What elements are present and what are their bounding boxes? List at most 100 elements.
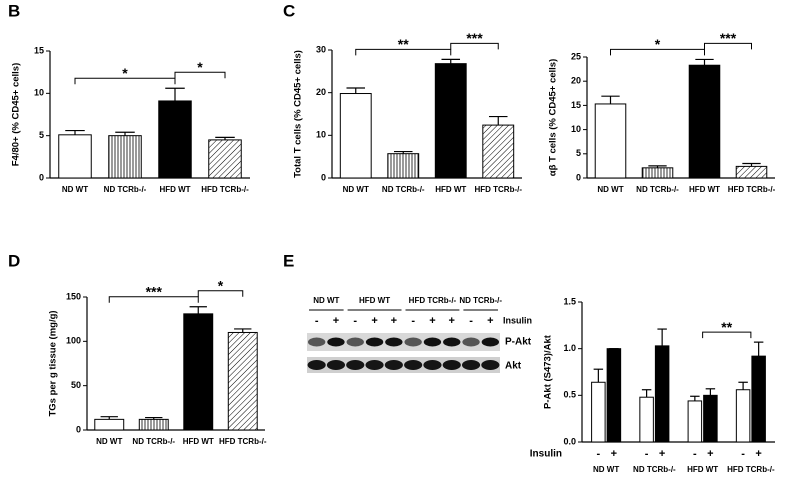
- p-akt-band: [481, 337, 500, 347]
- akt-band: [404, 360, 423, 370]
- p-akt-band: [307, 337, 326, 347]
- p-akt-band: [404, 337, 422, 347]
- bar: [735, 165, 768, 179]
- significance-bracket: [702, 331, 752, 339]
- lane-sign: +: [371, 315, 377, 327]
- akt-band: [346, 360, 365, 370]
- significance-label: *: [122, 65, 128, 81]
- significance-label: *: [218, 277, 224, 293]
- lane-sign: +: [429, 315, 435, 327]
- lane-sign: -: [411, 315, 415, 327]
- bar: [639, 396, 654, 443]
- x-tick-label: HFD WT: [689, 185, 720, 194]
- series-label: -: [645, 448, 649, 460]
- bar: [594, 103, 627, 179]
- x-tick-label: ND TCRb-/-: [382, 185, 425, 194]
- akt-band: [365, 360, 384, 370]
- x-tick-label: ND WT: [593, 465, 619, 474]
- x-tick-label: ND WT: [597, 185, 623, 194]
- y-axis-label: TGs per g tissue (mg/g): [48, 310, 59, 416]
- blot-group-label: ND TCRb-/-: [459, 296, 502, 305]
- significance-label: ***: [720, 30, 737, 46]
- lane-sign: +: [487, 315, 493, 327]
- series-label: +: [659, 448, 665, 460]
- y-tick-label: 15: [571, 100, 581, 110]
- y-tick-label: 10: [34, 88, 44, 98]
- x-tick-label: ND WT: [96, 437, 122, 446]
- x-tick-label: ND WT: [62, 185, 88, 194]
- lane-sign: +: [449, 315, 455, 327]
- significance-bracket: [174, 71, 226, 79]
- significance-label: ***: [146, 283, 163, 299]
- akt-band: [384, 360, 403, 370]
- bar: [94, 418, 125, 431]
- y-tick-label: 0: [76, 424, 81, 434]
- series-label: +: [707, 448, 713, 460]
- bar: [687, 400, 703, 443]
- panel-label: D: [8, 251, 20, 270]
- p-akt-band: [462, 337, 480, 347]
- y-tick-label: 30: [316, 44, 326, 54]
- bar: [641, 167, 674, 179]
- bar: [183, 313, 214, 431]
- lane-sign: -: [353, 315, 357, 327]
- significance-label: **: [398, 36, 409, 52]
- y-axis-label: Total T cells (% CD45+ cells): [293, 50, 304, 178]
- series-label: -: [597, 448, 601, 460]
- y-tick-label: 15: [34, 45, 44, 55]
- series-label: +: [755, 448, 761, 460]
- significance-label: **: [721, 319, 732, 335]
- panel-label: E: [283, 251, 294, 270]
- y-tick-label: 20: [571, 76, 581, 86]
- y-tick-label: 50: [71, 380, 81, 390]
- y-tick-label: 0.0: [563, 436, 576, 446]
- significance-label: *: [655, 36, 661, 52]
- y-tick-label: 1.0: [563, 343, 576, 353]
- bar: [434, 63, 467, 179]
- bar: [138, 418, 169, 431]
- significance-bracket: [610, 48, 705, 56]
- x-tick-label: HFD WT: [687, 465, 718, 474]
- blot-row-label: P-Akt: [505, 337, 532, 348]
- p-akt-band: [443, 337, 461, 347]
- lane-sign: -: [315, 315, 319, 327]
- group-axis-label: Insulin: [530, 449, 562, 460]
- y-tick-label: 10: [571, 124, 581, 134]
- bar: [227, 331, 258, 431]
- x-tick-label: HFD WT: [159, 185, 190, 194]
- blot-group-label: ND WT: [313, 296, 339, 305]
- y-tick-label: 5: [576, 148, 581, 158]
- akt-band: [423, 360, 442, 370]
- panel-label: C: [283, 1, 295, 20]
- y-tick-label: 150: [66, 291, 81, 301]
- y-axis-label: αβ T cells (% CD45+ cells): [548, 59, 559, 177]
- y-tick-label: 25: [571, 51, 581, 61]
- x-tick-label: HFD WT: [183, 437, 214, 446]
- blot-group-label: HFD TCRb-/-: [409, 296, 457, 305]
- significance-bracket: [355, 48, 452, 56]
- y-tick-label: 0.5: [563, 390, 576, 400]
- significance-label: ***: [466, 30, 483, 46]
- akt-band: [461, 360, 481, 370]
- bar: [482, 124, 515, 179]
- bar: [591, 381, 606, 443]
- bar: [751, 355, 766, 443]
- y-tick-label: 100: [66, 336, 81, 346]
- blot-insulin-label: Insulin: [503, 315, 532, 325]
- series-label: +: [611, 448, 617, 460]
- series-label: -: [741, 448, 745, 460]
- bar: [58, 134, 92, 179]
- akt-band: [307, 360, 326, 370]
- significance-label: *: [197, 59, 203, 75]
- x-tick-label: HFD TCRb-/-: [474, 185, 522, 194]
- blot-row-label: Akt: [505, 361, 522, 372]
- x-tick-label: HFD TCRb-/-: [727, 465, 775, 474]
- akt-band: [326, 360, 346, 370]
- y-tick-label: 5: [39, 130, 44, 140]
- x-tick-label: HFD TCRb-/-: [728, 185, 776, 194]
- lane-sign: -: [469, 315, 473, 327]
- panel-label: B: [8, 1, 20, 20]
- y-tick-label: 0: [321, 172, 326, 182]
- significance-bracket: [450, 42, 499, 50]
